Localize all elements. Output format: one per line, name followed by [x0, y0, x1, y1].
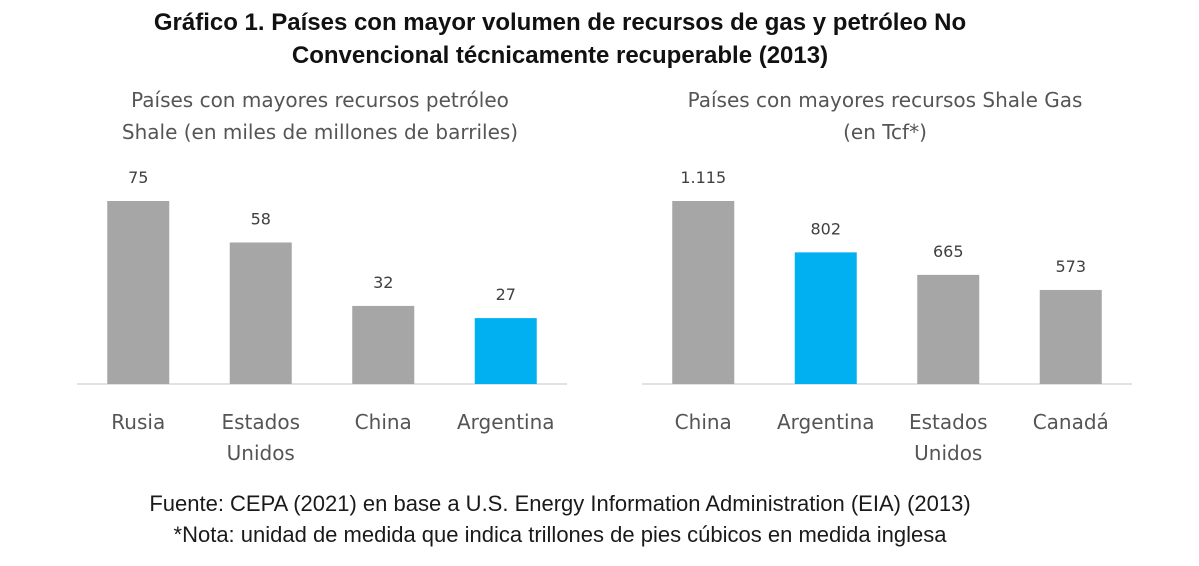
- gas-chart-title-line-1: Países con mayores recursos Shale Gas: [687, 88, 1083, 112]
- gas-value-label-2: 802: [810, 219, 841, 238]
- oil-category-label-3: China: [355, 410, 412, 434]
- oil-value-label-2: 58: [251, 209, 271, 228]
- oil-category-label-1: Rusia: [111, 410, 165, 434]
- figure-title: Gráfico 1. Países con mayor volumen de r…: [0, 6, 1120, 72]
- gas-chart-title-line-2: (en Tcf*): [843, 120, 927, 144]
- figure-title-line-2: Convencional técnicamente recuperable (2…: [291, 42, 829, 69]
- gas-category-label-3-line-2: Unidos: [914, 441, 982, 465]
- oil-value-label-1: 75: [128, 168, 148, 187]
- gas-bar-1: [672, 201, 735, 384]
- gas-bar-2: [794, 252, 857, 384]
- oil-chart-title-line-1: Países con mayores recursos petróleo: [131, 88, 509, 112]
- gas-category-label-2: Argentina: [777, 410, 875, 434]
- oil-bar-3: [352, 305, 415, 384]
- oil-value-label-4: 27: [496, 285, 516, 304]
- oil-shale-chart: Países con mayores recursos petróleo Sha…: [60, 84, 580, 474]
- gas-chart-plot: 1.115 China 802 Argentina 665 Estados Unidos 57…: [642, 168, 1132, 465]
- gas-category-label-1: China: [675, 410, 732, 434]
- oil-value-label-3: 32: [373, 273, 393, 292]
- oil-bar-4: [474, 318, 537, 384]
- oil-category-label-2-line-1: Estados: [221, 410, 300, 434]
- gas-value-label-1: 1.115: [680, 168, 726, 187]
- gas-value-label-4: 573: [1055, 257, 1086, 276]
- shale-gas-chart: Países con mayores recursos Shale Gas (e…: [625, 84, 1145, 474]
- figure-title-line-1: Gráfico 1. Países con mayor volumen de r…: [153, 9, 967, 36]
- gas-category-label-4: Canadá: [1033, 410, 1109, 434]
- oil-chart-title: Países con mayores recursos petróleo Sha…: [60, 84, 580, 148]
- gas-bar-4: [1039, 289, 1102, 384]
- oil-category-label-4: Argentina: [457, 410, 555, 434]
- gas-bar-3: [917, 274, 980, 384]
- gas-chart-title: Países con mayores recursos Shale Gas (e…: [625, 84, 1145, 148]
- unit-note: *Nota: unidad de medida que indica trill…: [173, 522, 947, 547]
- oil-bar-2: [229, 242, 292, 384]
- oil-chart-title-line-2: Shale (en miles de millones de barriles): [121, 120, 519, 144]
- source-note: Fuente: CEPA (2021) en base a U.S. Energ…: [149, 491, 971, 516]
- gas-category-label-3-line-1: Estados: [909, 410, 988, 434]
- figure-footer: Fuente: CEPA (2021) en base a U.S. Energ…: [0, 488, 1120, 550]
- gas-value-label-3: 665: [933, 242, 964, 261]
- oil-category-label-2-line-2: Unidos: [227, 441, 295, 465]
- oil-chart-plot: 75 Rusia 58 Estados Unidos 32 China 27 Argentina: [77, 168, 567, 465]
- oil-bar-1: [107, 201, 170, 384]
